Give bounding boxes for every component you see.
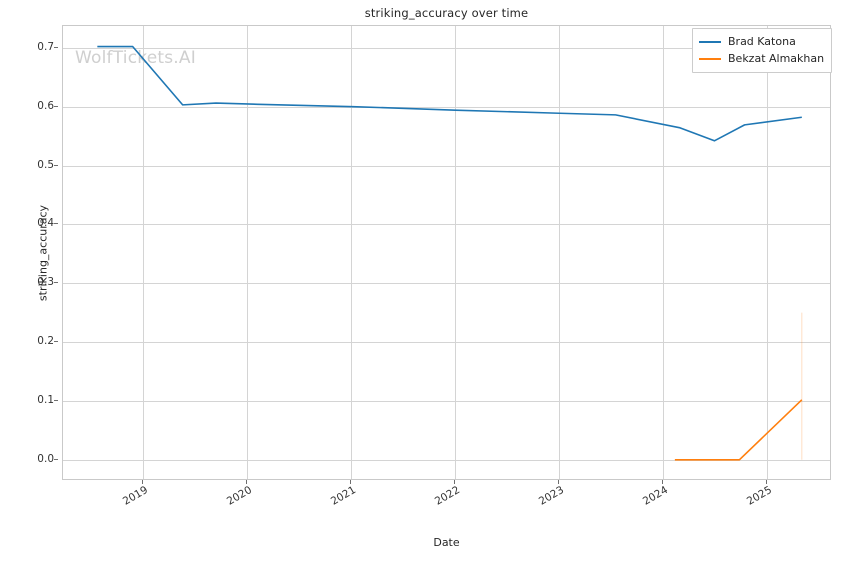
gridline-vertical bbox=[351, 26, 353, 479]
y-tick-mark bbox=[54, 341, 58, 343]
legend-label: Brad Katona bbox=[728, 35, 796, 48]
y-tick-label: 0.6 bbox=[37, 99, 54, 112]
series-line-1 bbox=[97, 45, 802, 142]
x-tick-label: 2023 bbox=[537, 484, 567, 508]
x-tick-mark bbox=[142, 480, 144, 484]
x-tick-mark bbox=[454, 480, 456, 484]
x-tick-label: 2025 bbox=[745, 484, 775, 508]
y-tick-mark bbox=[54, 164, 58, 166]
y-tick-label: 0.3 bbox=[37, 276, 54, 289]
y-tick-label: 0.2 bbox=[37, 335, 54, 348]
x-tick-mark bbox=[558, 480, 560, 484]
x-tick-label: 2022 bbox=[433, 484, 463, 508]
watermark-text: WolfTickets.AI bbox=[75, 48, 196, 68]
gridline-horizontal bbox=[63, 224, 830, 226]
y-tick-label: 0.1 bbox=[37, 393, 54, 406]
gridline-horizontal bbox=[63, 400, 830, 402]
x-tick-mark bbox=[766, 480, 768, 484]
gridline-horizontal bbox=[63, 165, 830, 167]
gridline-vertical bbox=[559, 26, 561, 479]
x-axis-label: Date bbox=[433, 536, 460, 549]
y-tick-label: 0.4 bbox=[37, 217, 54, 230]
legend-item[interactable]: Brad Katona bbox=[699, 33, 824, 50]
y-axis-tick-marks bbox=[0, 25, 62, 480]
x-axis-tick-marks bbox=[62, 480, 831, 485]
gridline-vertical bbox=[143, 26, 145, 479]
series-line-2 bbox=[674, 399, 803, 461]
x-tick-mark bbox=[350, 480, 352, 484]
x-axis-tick-labels: 2019 2020 2021 2022 2023 2024 2025 bbox=[62, 484, 831, 524]
gridline-horizontal bbox=[63, 342, 830, 344]
gridline-horizontal bbox=[63, 47, 830, 49]
gridline-vertical bbox=[767, 26, 769, 479]
series-lines bbox=[97, 45, 803, 461]
legend-color-swatch bbox=[699, 40, 721, 43]
legend-label: Bekzat Almakhan bbox=[728, 52, 825, 65]
y-tick-label: 0.7 bbox=[37, 40, 54, 53]
gridline-horizontal bbox=[63, 283, 830, 285]
y-tick-mark bbox=[54, 46, 58, 48]
y-tick-mark bbox=[54, 282, 58, 284]
y-axis-tick-labels: 0.0 0.1 0.2 0.3 0.4 0.5 0.6 0.7 bbox=[8, 25, 54, 480]
y-tick-mark bbox=[54, 223, 58, 225]
chart-legend: Brad Katona Bekzat Almakhan bbox=[692, 28, 833, 73]
plot-area: WolfTickets.AI bbox=[62, 25, 831, 480]
gridline-horizontal bbox=[63, 459, 830, 461]
y-tick-mark bbox=[54, 399, 58, 401]
legend-color-swatch bbox=[699, 57, 721, 60]
x-tick-mark bbox=[662, 480, 664, 484]
x-tick-mark bbox=[246, 480, 248, 484]
x-tick-label: 2020 bbox=[225, 484, 255, 508]
chart-title: striking_accuracy over time bbox=[364, 6, 529, 20]
gridline-vertical bbox=[663, 26, 665, 479]
gridline-vertical bbox=[247, 26, 249, 479]
gridline-vertical bbox=[455, 26, 457, 479]
x-tick-label: 2021 bbox=[329, 484, 359, 508]
y-tick-label: 0.5 bbox=[37, 158, 54, 171]
y-tick-mark bbox=[54, 458, 58, 460]
x-tick-label: 2024 bbox=[641, 484, 671, 508]
gridline-horizontal bbox=[63, 106, 830, 108]
y-tick-mark bbox=[54, 105, 58, 107]
legend-item[interactable]: Bekzat Almakhan bbox=[699, 50, 824, 67]
x-tick-label: 2019 bbox=[120, 484, 151, 508]
y-tick-label: 0.0 bbox=[37, 452, 54, 465]
